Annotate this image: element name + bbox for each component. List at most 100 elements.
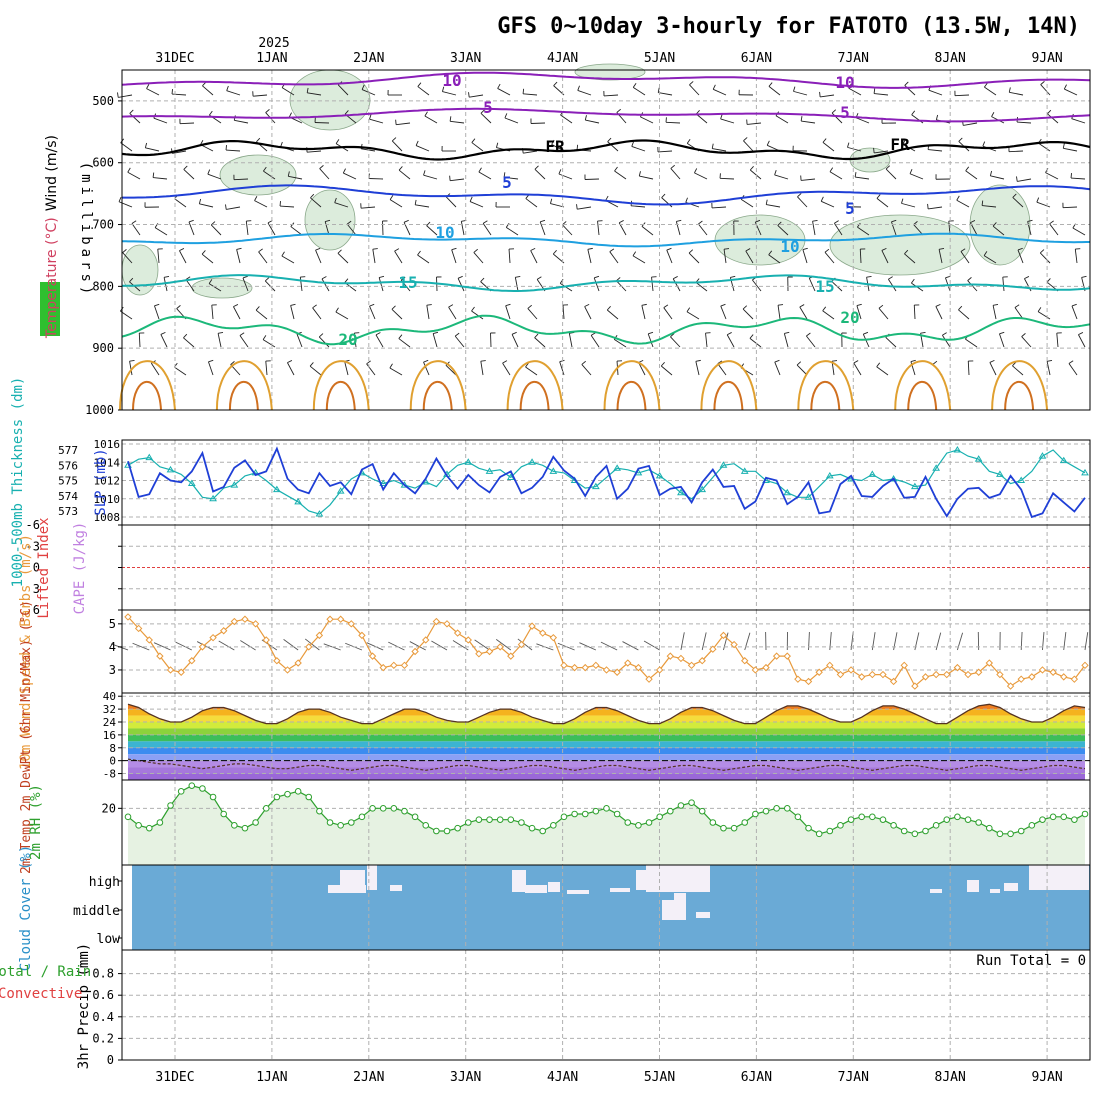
pressure-tick-label: 700 — [92, 218, 114, 232]
temp-tick-label: 16 — [103, 729, 116, 742]
wind-barb — [562, 305, 565, 320]
wind-barb — [658, 150, 673, 153]
wind-speed-marker — [326, 615, 334, 623]
wind-barb — [394, 250, 403, 264]
cloud-gap — [390, 885, 402, 891]
rh-2m-marker — [773, 805, 780, 812]
wind-barb — [967, 360, 970, 376]
rh-2m-marker — [518, 819, 525, 826]
thickness-marker — [485, 467, 494, 474]
date-label-top: 31DEC — [155, 51, 194, 66]
wind-barb — [146, 88, 160, 96]
wind-speed-marker — [262, 636, 270, 644]
wind-barb — [145, 147, 160, 152]
wind-barb-flag — [281, 251, 285, 257]
wind-barb — [1017, 178, 1032, 182]
wind-barb — [958, 309, 970, 320]
wind-barb-flag — [366, 360, 371, 365]
wind-barb — [783, 333, 789, 348]
wind-speed-marker — [443, 620, 451, 628]
wind-barb-flag — [749, 334, 754, 339]
wind-speed-marker — [804, 677, 813, 686]
wind-barb — [508, 249, 511, 264]
wind-barb-flag — [676, 219, 682, 222]
wind-barb-flag — [774, 170, 777, 176]
wind-barb-flag — [209, 110, 213, 116]
wind-barb — [154, 227, 168, 236]
wind-barb — [417, 254, 430, 264]
cloud-gap — [674, 893, 686, 920]
wind-barb — [415, 145, 430, 152]
temp-contour-25 — [119, 360, 176, 411]
wind-barb-flag — [694, 168, 698, 174]
wind-barb — [290, 305, 295, 320]
wind-barb — [255, 309, 268, 320]
wind-barb — [941, 335, 951, 348]
wind-barb — [497, 88, 511, 96]
wind-barb-flag — [201, 250, 206, 255]
wind-barb — [253, 94, 268, 97]
wind-barb-flag — [581, 360, 586, 365]
wind-barb — [853, 362, 862, 376]
wind-barb-flag — [179, 248, 185, 252]
wind-barb — [928, 89, 943, 96]
rh-2m-marker — [390, 805, 398, 812]
wind-barb-flag — [888, 276, 893, 280]
rh-2m-marker — [145, 824, 153, 832]
wind-barb-flag — [594, 275, 600, 279]
wind-barb-flag — [1016, 176, 1018, 182]
wind-speed-marker — [634, 663, 643, 672]
temp-contour-30 — [1004, 380, 1035, 411]
wind-barb — [502, 362, 511, 376]
wind-barb — [802, 249, 808, 264]
rh-2m-marker — [167, 802, 174, 809]
rh-2m-marker — [996, 830, 1004, 838]
wind-barb — [361, 206, 376, 209]
wind-barb — [1045, 172, 1059, 180]
wind-barb — [334, 202, 349, 208]
panel-frame-wind10m — [121, 609, 1091, 694]
rh-2m-marker — [900, 827, 908, 835]
wind-barb-10m — [935, 632, 942, 651]
wind-barb-flag — [210, 221, 216, 226]
wind-barb-flag — [287, 171, 290, 177]
wind-barb — [742, 308, 754, 320]
wind-barb-flag — [449, 116, 452, 122]
wind-barb-flag — [325, 219, 331, 222]
wind-barb-flag — [1008, 87, 1011, 93]
wind-speed-marker — [879, 670, 887, 679]
wind-barb — [242, 277, 249, 292]
wind-speed-marker — [283, 666, 292, 674]
wind-barb-flag — [226, 85, 229, 91]
wind-barb — [670, 168, 681, 180]
wind-speed-marker — [815, 668, 823, 676]
temp-contour-minus5 — [121, 107, 1091, 123]
wind-barb — [954, 94, 970, 97]
wind-barb — [1071, 305, 1078, 320]
temp-contour-30 — [616, 380, 647, 411]
wind-barb-flag — [309, 362, 314, 367]
wind-barb-flag — [885, 165, 891, 170]
date-label-top: 1JAN — [256, 51, 287, 66]
wind-barb — [675, 221, 681, 236]
wind-barb-flag — [778, 304, 784, 306]
rh-2m-marker — [986, 824, 993, 832]
wind-barb-flag — [992, 222, 997, 227]
wind-barb-flag — [730, 275, 736, 278]
wind-barb-flag — [993, 303, 999, 306]
wind-barb — [774, 174, 789, 180]
rh-2m-marker — [486, 816, 493, 823]
wind-barb — [747, 122, 762, 125]
wind-barb-flag — [540, 219, 546, 223]
wind-speed-marker — [273, 657, 281, 665]
wind-barb-flag — [457, 275, 463, 279]
wind-barb — [965, 170, 978, 180]
thickness-marker — [804, 493, 813, 500]
wind-barb-flag — [793, 86, 796, 92]
temp-contour-25 — [797, 360, 855, 411]
wind-barb-flag — [695, 359, 701, 362]
wind-barb-flag — [559, 279, 564, 284]
wind-barb — [720, 305, 727, 320]
wind-barb-flag — [891, 219, 897, 223]
wind-speed-marker — [996, 670, 1004, 679]
